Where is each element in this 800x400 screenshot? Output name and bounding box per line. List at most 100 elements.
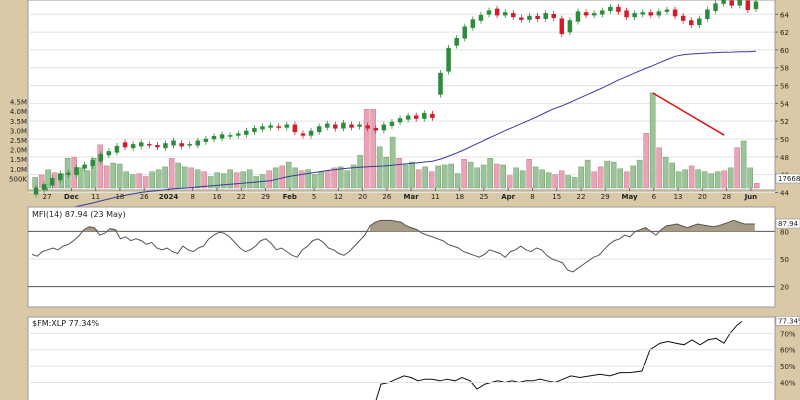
volume-bar [584, 159, 591, 189]
candle-body [195, 140, 201, 146]
candlesticks [33, 0, 759, 198]
candle-body [244, 130, 249, 135]
volume-bar [162, 166, 168, 189]
date-tick-label: 8 [530, 193, 534, 201]
volume-bar [311, 174, 318, 189]
date-tick-label: 29 [261, 193, 270, 201]
mfi-last-box [775, 218, 800, 229]
candle-body [713, 3, 718, 11]
xlp-last-box [775, 316, 800, 326]
candle-body [454, 38, 459, 46]
price-tick-label: 60 [780, 47, 789, 55]
volume-bar [279, 165, 285, 189]
candle-body [551, 14, 556, 19]
candle-body [171, 140, 176, 146]
candle-body [276, 126, 281, 128]
date-tick-label: 22 [237, 193, 246, 201]
candle-body [49, 177, 55, 186]
volume-bar [181, 166, 188, 189]
candle-body [179, 143, 184, 147]
candle-body [413, 115, 419, 119]
xlp-tick-label: 60% [780, 347, 796, 355]
candle-body [66, 172, 71, 175]
candle-body [567, 20, 573, 33]
candle-body [583, 12, 589, 16]
candle-body [300, 133, 306, 136]
volume-bar [565, 175, 571, 189]
candle-body [640, 12, 645, 15]
candle-body [664, 9, 670, 12]
candle-body [58, 173, 63, 181]
candle-body [745, 0, 751, 11]
candle-body [357, 124, 362, 127]
volume-bar [734, 147, 740, 189]
volume-tick-label: 500K [9, 175, 27, 183]
volume-last-box [775, 173, 800, 184]
candle-body [349, 124, 354, 128]
volume-bar [402, 164, 409, 189]
xlp-last-label: 77.34% [778, 317, 800, 325]
candle-body [381, 124, 387, 131]
candle-body [729, 0, 734, 6]
volume-bar [441, 164, 448, 189]
candle-body [106, 151, 112, 156]
date-tick-label: 11 [91, 193, 100, 201]
volume-bar [474, 167, 480, 189]
mfi-tick-label: 20 [780, 284, 789, 292]
date-tick-label: 26 [382, 193, 391, 201]
volume-bar [272, 167, 279, 189]
candle-body [187, 144, 192, 146]
date-tick-label: Dec [64, 193, 79, 201]
candle-body [470, 19, 476, 28]
candle-body [559, 18, 565, 35]
volume-bar [331, 167, 337, 189]
volume-bar [513, 167, 519, 189]
date-tick-label: 11 [431, 193, 440, 201]
candle-body [260, 126, 265, 130]
candle-body [486, 10, 492, 15]
price-axis: 4446485052545658606264 [775, 11, 789, 197]
volume-bars [32, 92, 760, 189]
candle-body [41, 184, 47, 191]
volume-bar [656, 147, 662, 189]
volume-bar [662, 157, 669, 189]
candle-body [203, 138, 209, 142]
mfi-tick-label: 80 [780, 228, 789, 236]
volume-bar [155, 169, 162, 189]
volume-bar [753, 182, 760, 189]
candle-body [405, 115, 411, 120]
volume-bar [487, 157, 493, 189]
candle-body [397, 118, 403, 123]
volume-bar [233, 172, 240, 189]
date-tick-label: 15 [552, 193, 561, 201]
volume-bar [201, 171, 207, 189]
volume-bar [435, 165, 441, 189]
date-tick-label: Apr [501, 193, 515, 201]
xlp-line [375, 321, 743, 400]
candle-body [688, 20, 694, 26]
volume-tick-label: 2.0M [10, 147, 27, 155]
volume-bar [591, 171, 597, 189]
volume-bar [97, 144, 103, 189]
volume-bar [747, 167, 753, 189]
volume-bar [493, 163, 500, 189]
xlp-panel [27, 316, 776, 400]
volume-bar [168, 157, 175, 189]
mfi-label: MFI(14) 87.94 (23 May) [32, 210, 126, 219]
volume-bar [188, 167, 194, 189]
candle-body [284, 124, 290, 128]
candle-body [74, 167, 79, 175]
candle-body [155, 144, 160, 148]
volume-bar [695, 169, 701, 189]
volume-tick-label: 3.0M [10, 127, 27, 135]
date-tick-label: 20 [698, 193, 707, 201]
volume-bar [454, 173, 461, 189]
volume-bar [227, 169, 233, 189]
volume-bar [409, 161, 415, 189]
date-tick-label: Jun [744, 193, 758, 201]
volume-bar [298, 170, 305, 189]
volume-bar [77, 167, 84, 189]
date-tick-label: 16 [213, 193, 222, 201]
